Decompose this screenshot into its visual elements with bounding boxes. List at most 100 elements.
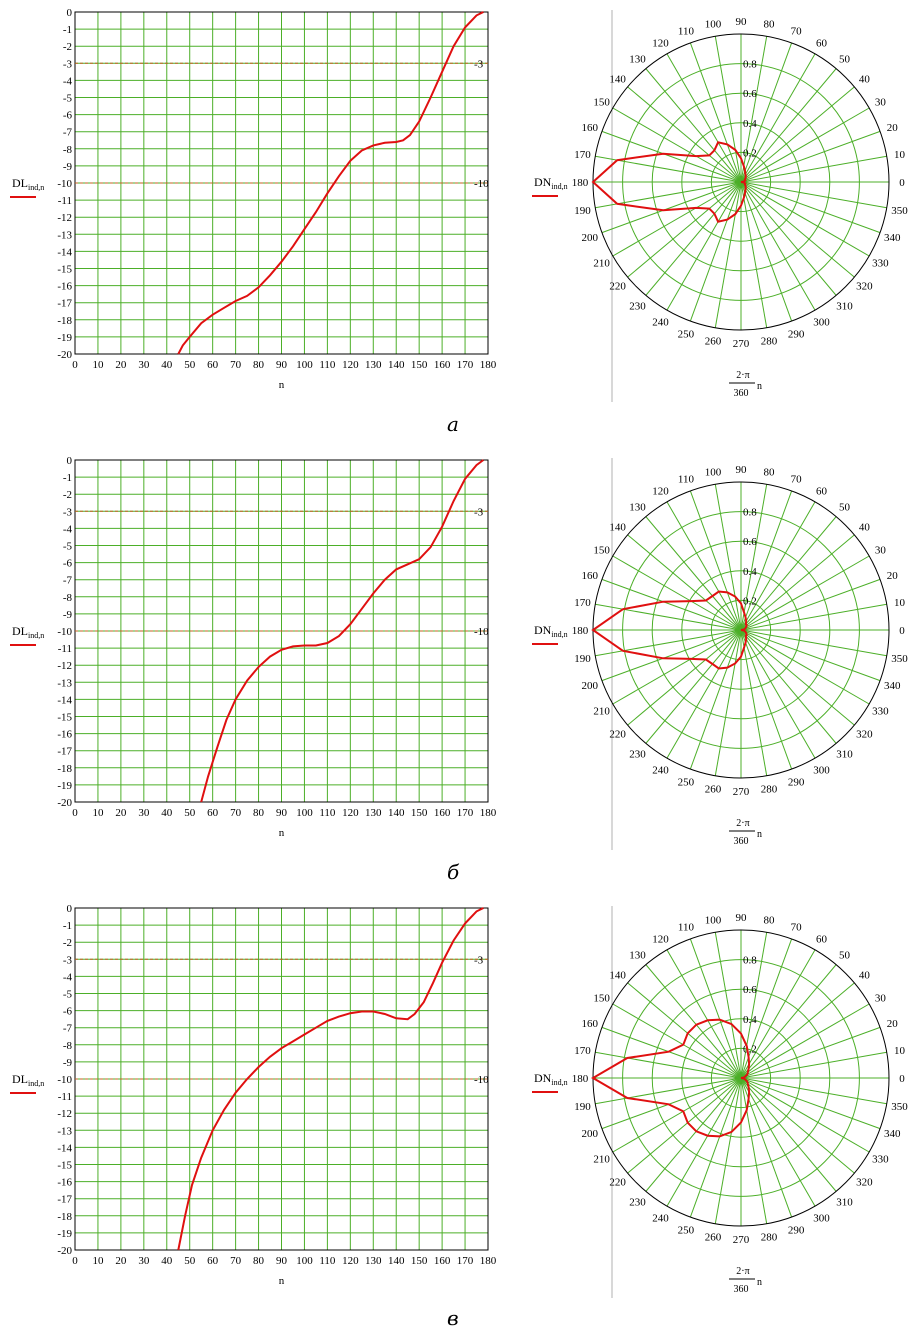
y-tick-label: -15 <box>57 264 72 276</box>
x-tick-label: 110 <box>319 359 336 371</box>
threshold-label: -10 <box>474 178 489 190</box>
x-tick-label: 150 <box>411 807 428 819</box>
x-tick-label: 90 <box>276 1255 288 1267</box>
y-tick-label: -14 <box>57 246 72 258</box>
line-chart-b: 0 10 20 30 40 50 60 70 80 90 100 110 120 130 140 150 160… <box>10 455 497 839</box>
y-axis-label-sub: ind,n <box>28 1079 44 1088</box>
y-tick-label: -4 <box>63 75 73 87</box>
y-tick-label: -11 <box>58 1091 72 1103</box>
y-tick-label: -12 <box>57 1108 72 1120</box>
y-tick-label: -11 <box>58 643 72 655</box>
y-tick-label: -18 <box>57 1211 72 1223</box>
x-axis-label: n <box>279 827 285 839</box>
panel-caption-c: в <box>447 1306 459 1330</box>
y-tick-label: -6 <box>63 558 73 570</box>
x-tick-label: 50 <box>184 359 196 371</box>
y-tick-label: -8 <box>63 592 73 604</box>
x-tick-label: 30 <box>138 807 150 819</box>
y-tick-label: -1 <box>63 472 72 484</box>
y-tick-label: -2 <box>63 489 72 501</box>
y-tick-label: -9 <box>63 609 73 621</box>
y-tick-label: -13 <box>57 229 72 241</box>
line-chart-c: 0 10 20 30 40 50 60 70 80 90 100 110 120 130 140 150 160… <box>10 903 497 1287</box>
x-tick-label: 180 <box>480 807 497 819</box>
y-tick-label: -11 <box>58 195 72 207</box>
y-tick-label: -17 <box>57 1194 72 1206</box>
y-tick-label: 0 <box>67 455 73 467</box>
y-tick-label: -20 <box>57 1245 72 1257</box>
y-tick-label: -3 <box>63 954 73 966</box>
x-tick-label: 70 <box>230 1255 242 1267</box>
panel-caption-b: б <box>447 860 460 884</box>
x-tick-label: 10 <box>92 807 104 819</box>
x-tick-label: 40 <box>161 1255 173 1267</box>
y-axis-label: DLind,n <box>12 1072 44 1088</box>
x-tick-label: 90 <box>276 807 288 819</box>
x-tick-label: 60 <box>207 359 219 371</box>
y-tick-label: -2 <box>63 41 72 53</box>
x-tick-label: 130 <box>365 807 382 819</box>
y-tick-label: -3 <box>63 58 73 70</box>
y-tick-label: -12 <box>57 660 72 672</box>
y-tick-label: -20 <box>57 797 72 809</box>
y-tick-label: -6 <box>63 1006 73 1018</box>
plot-area: 0 10 20 30 40 50 60 70 80 90 100 110 120 130 140 150 160… <box>57 455 496 819</box>
y-tick-label: 0 <box>67 903 73 915</box>
y-tick-label: -5 <box>63 989 73 1001</box>
y-tick-label: -10 <box>57 626 72 638</box>
x-tick-label: 0 <box>72 807 78 819</box>
x-tick-label: 40 <box>161 807 173 819</box>
x-tick-label: 80 <box>253 807 265 819</box>
y-tick-label: 0 <box>67 7 73 19</box>
series-line <box>177 907 484 1251</box>
x-tick-label: 30 <box>138 1255 150 1267</box>
x-tick-label: 160 <box>434 807 451 819</box>
y-tick-label: -14 <box>57 694 72 706</box>
y-axis-label-sub: ind,n <box>28 631 44 640</box>
x-tick-label: 170 <box>457 1255 474 1267</box>
x-tick-label: 80 <box>253 359 265 371</box>
x-tick-label: 140 <box>388 1255 405 1267</box>
y-tick-label: -7 <box>63 575 73 587</box>
plot-area: 0 10 20 30 40 50 60 70 80 90 100 110 120 130 140 150 160… <box>57 7 496 371</box>
x-tick-label: 150 <box>411 359 428 371</box>
x-tick-label: 160 <box>434 359 451 371</box>
x-tick-label: 120 <box>342 359 359 371</box>
x-tick-label: 180 <box>480 1255 497 1267</box>
y-tick-label: -18 <box>57 763 72 775</box>
y-tick-label: -10 <box>57 178 72 190</box>
y-tick-label: -5 <box>63 93 73 105</box>
figure-panel-b: 0 10 20 30 40 50 60 70 80 90 100 110 120 130 140 150 160… <box>0 448 914 893</box>
x-tick-label: 30 <box>138 359 150 371</box>
panel-caption-a: а <box>447 412 459 436</box>
y-tick-label: -13 <box>57 677 72 689</box>
x-tick-label: 20 <box>115 1255 127 1267</box>
x-tick-label: 140 <box>388 359 405 371</box>
y-tick-label: -13 <box>57 1125 72 1137</box>
y-axis-label-sub: ind,n <box>28 183 44 192</box>
x-tick-label: 100 <box>296 1255 313 1267</box>
x-tick-label: 10 <box>92 359 104 371</box>
y-tick-label: -3 <box>63 506 73 518</box>
x-axis-label: n <box>279 379 285 391</box>
y-tick-label: -20 <box>57 349 72 361</box>
x-tick-label: 0 <box>72 359 78 371</box>
x-tick-label: 130 <box>365 1255 382 1267</box>
x-tick-label: 180 <box>480 359 497 371</box>
threshold-label: -3 <box>474 58 484 70</box>
x-tick-label: 50 <box>184 807 196 819</box>
x-tick-label: 20 <box>115 807 127 819</box>
x-tick-label: 120 <box>342 1255 359 1267</box>
y-tick-label: -17 <box>57 298 72 310</box>
y-tick-label: -18 <box>57 315 72 327</box>
y-axis-label: DLind,n <box>12 624 44 640</box>
y-tick-label: -4 <box>63 971 73 983</box>
x-tick-label: 60 <box>207 807 219 819</box>
y-tick-label: -12 <box>57 212 72 224</box>
x-tick-label: 150 <box>411 1255 428 1267</box>
x-tick-label: 130 <box>365 359 382 371</box>
y-axis-label: DLind,n <box>12 176 44 192</box>
y-tick-label: -15 <box>57 1160 72 1172</box>
y-tick-label: -8 <box>63 1040 73 1052</box>
x-tick-label: 60 <box>207 1255 219 1267</box>
